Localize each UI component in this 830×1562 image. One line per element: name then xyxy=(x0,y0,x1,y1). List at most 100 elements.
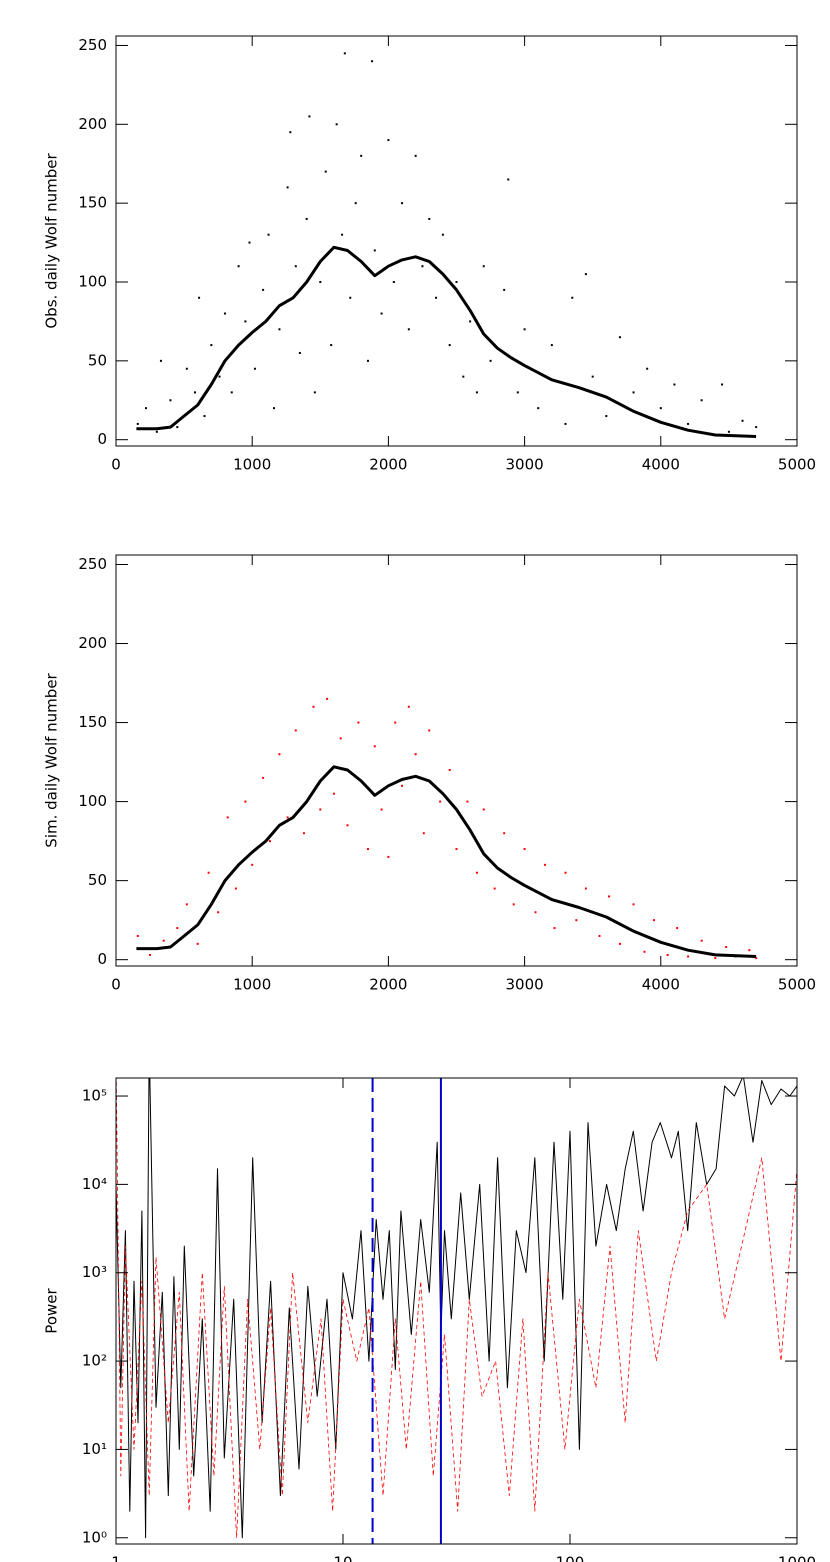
data-point xyxy=(401,784,404,787)
data-point xyxy=(371,60,374,63)
data-point xyxy=(308,115,311,118)
data-point xyxy=(421,265,424,268)
data-point xyxy=(343,52,346,55)
data-point xyxy=(196,942,199,945)
plot-area xyxy=(136,52,758,438)
data-point xyxy=(262,776,265,779)
plot-area xyxy=(116,1078,797,1544)
data-point xyxy=(244,320,247,323)
data-point xyxy=(721,383,724,386)
y-tick-label: 250 xyxy=(78,36,107,54)
data-point xyxy=(380,312,383,315)
data-point xyxy=(341,233,344,236)
data-point xyxy=(268,840,271,843)
y-tick-label: 50 xyxy=(88,871,107,889)
data-point xyxy=(244,800,247,803)
data-point xyxy=(169,399,172,402)
data-point xyxy=(394,721,397,724)
data-point xyxy=(162,939,165,942)
data-point xyxy=(387,855,390,858)
data-point xyxy=(741,419,744,422)
data-point xyxy=(198,296,201,299)
data-point xyxy=(373,249,376,252)
y-tick-label: 0 xyxy=(97,950,107,968)
data-point xyxy=(598,934,601,937)
x-tick-label: 4000 xyxy=(642,976,680,994)
data-point xyxy=(503,288,506,291)
data-point xyxy=(159,359,162,362)
data-point xyxy=(439,800,442,803)
data-point xyxy=(422,832,425,835)
y-tick-label: 10⁵ xyxy=(82,1087,107,1105)
axes-frame xyxy=(115,554,798,967)
y-tick-label: 200 xyxy=(78,634,107,652)
data-point xyxy=(507,178,510,181)
data-point xyxy=(448,768,451,771)
data-point xyxy=(203,415,206,418)
y-tick-label: 10³ xyxy=(82,1263,107,1281)
y-tick-label: 10¹ xyxy=(82,1440,107,1458)
y-tick-label: 50 xyxy=(88,351,107,369)
data-point xyxy=(226,816,229,819)
data-point xyxy=(176,927,179,930)
axes-frame xyxy=(115,1077,798,1545)
data-point xyxy=(289,131,292,134)
data-point xyxy=(534,911,537,914)
data-point xyxy=(373,745,376,748)
data-point xyxy=(646,367,649,370)
data-point xyxy=(313,391,316,394)
y-tick-label: 150 xyxy=(78,713,107,731)
data-point xyxy=(319,281,322,283)
data-point xyxy=(455,848,458,851)
data-point xyxy=(643,950,646,953)
data-point xyxy=(272,407,275,410)
data-point xyxy=(584,273,587,276)
data-point xyxy=(294,265,297,268)
data-point xyxy=(380,808,383,811)
data-point xyxy=(326,697,329,700)
data-point xyxy=(286,186,289,189)
data-point xyxy=(605,415,608,418)
data-point xyxy=(725,946,728,949)
data-point xyxy=(469,320,472,323)
data-point xyxy=(755,426,758,429)
data-point xyxy=(324,170,327,173)
data-point xyxy=(176,426,179,429)
data-point xyxy=(251,863,254,866)
data-point xyxy=(428,729,431,732)
data-point xyxy=(553,927,556,930)
data-point xyxy=(349,296,352,299)
data-point xyxy=(407,328,410,331)
y-axis-label: Obs. daily Wolf number xyxy=(43,153,61,329)
data-point xyxy=(332,792,335,795)
data-point xyxy=(401,202,404,205)
x-tick-label: 3000 xyxy=(506,456,544,474)
data-point xyxy=(319,808,322,811)
data-line xyxy=(136,245,757,438)
data-point xyxy=(448,344,451,347)
axes-frame xyxy=(115,35,798,447)
data-point xyxy=(428,217,431,220)
data-point xyxy=(564,871,567,874)
data-point xyxy=(218,375,221,378)
data-point xyxy=(366,359,369,362)
x-tick-label: 1000 xyxy=(233,976,271,994)
y-tick-label: 10² xyxy=(82,1352,107,1370)
x-tick-label: 100 xyxy=(556,1554,585,1562)
data-point xyxy=(286,816,289,819)
y-axis-label: Sim. daily Wolf number xyxy=(43,672,61,847)
data-point xyxy=(230,391,233,394)
y-tick-label: 10⁰ xyxy=(82,1528,107,1546)
data-point xyxy=(652,919,655,922)
data-point xyxy=(354,202,357,205)
data-point xyxy=(475,391,478,394)
data-point xyxy=(357,721,360,724)
y-tick-label: 200 xyxy=(78,115,107,133)
data-point xyxy=(302,832,305,835)
data-point xyxy=(608,895,611,898)
data-point xyxy=(591,375,594,378)
data-point xyxy=(575,919,578,922)
data-point xyxy=(550,344,553,347)
data-point xyxy=(475,871,478,874)
data-point xyxy=(512,903,515,906)
